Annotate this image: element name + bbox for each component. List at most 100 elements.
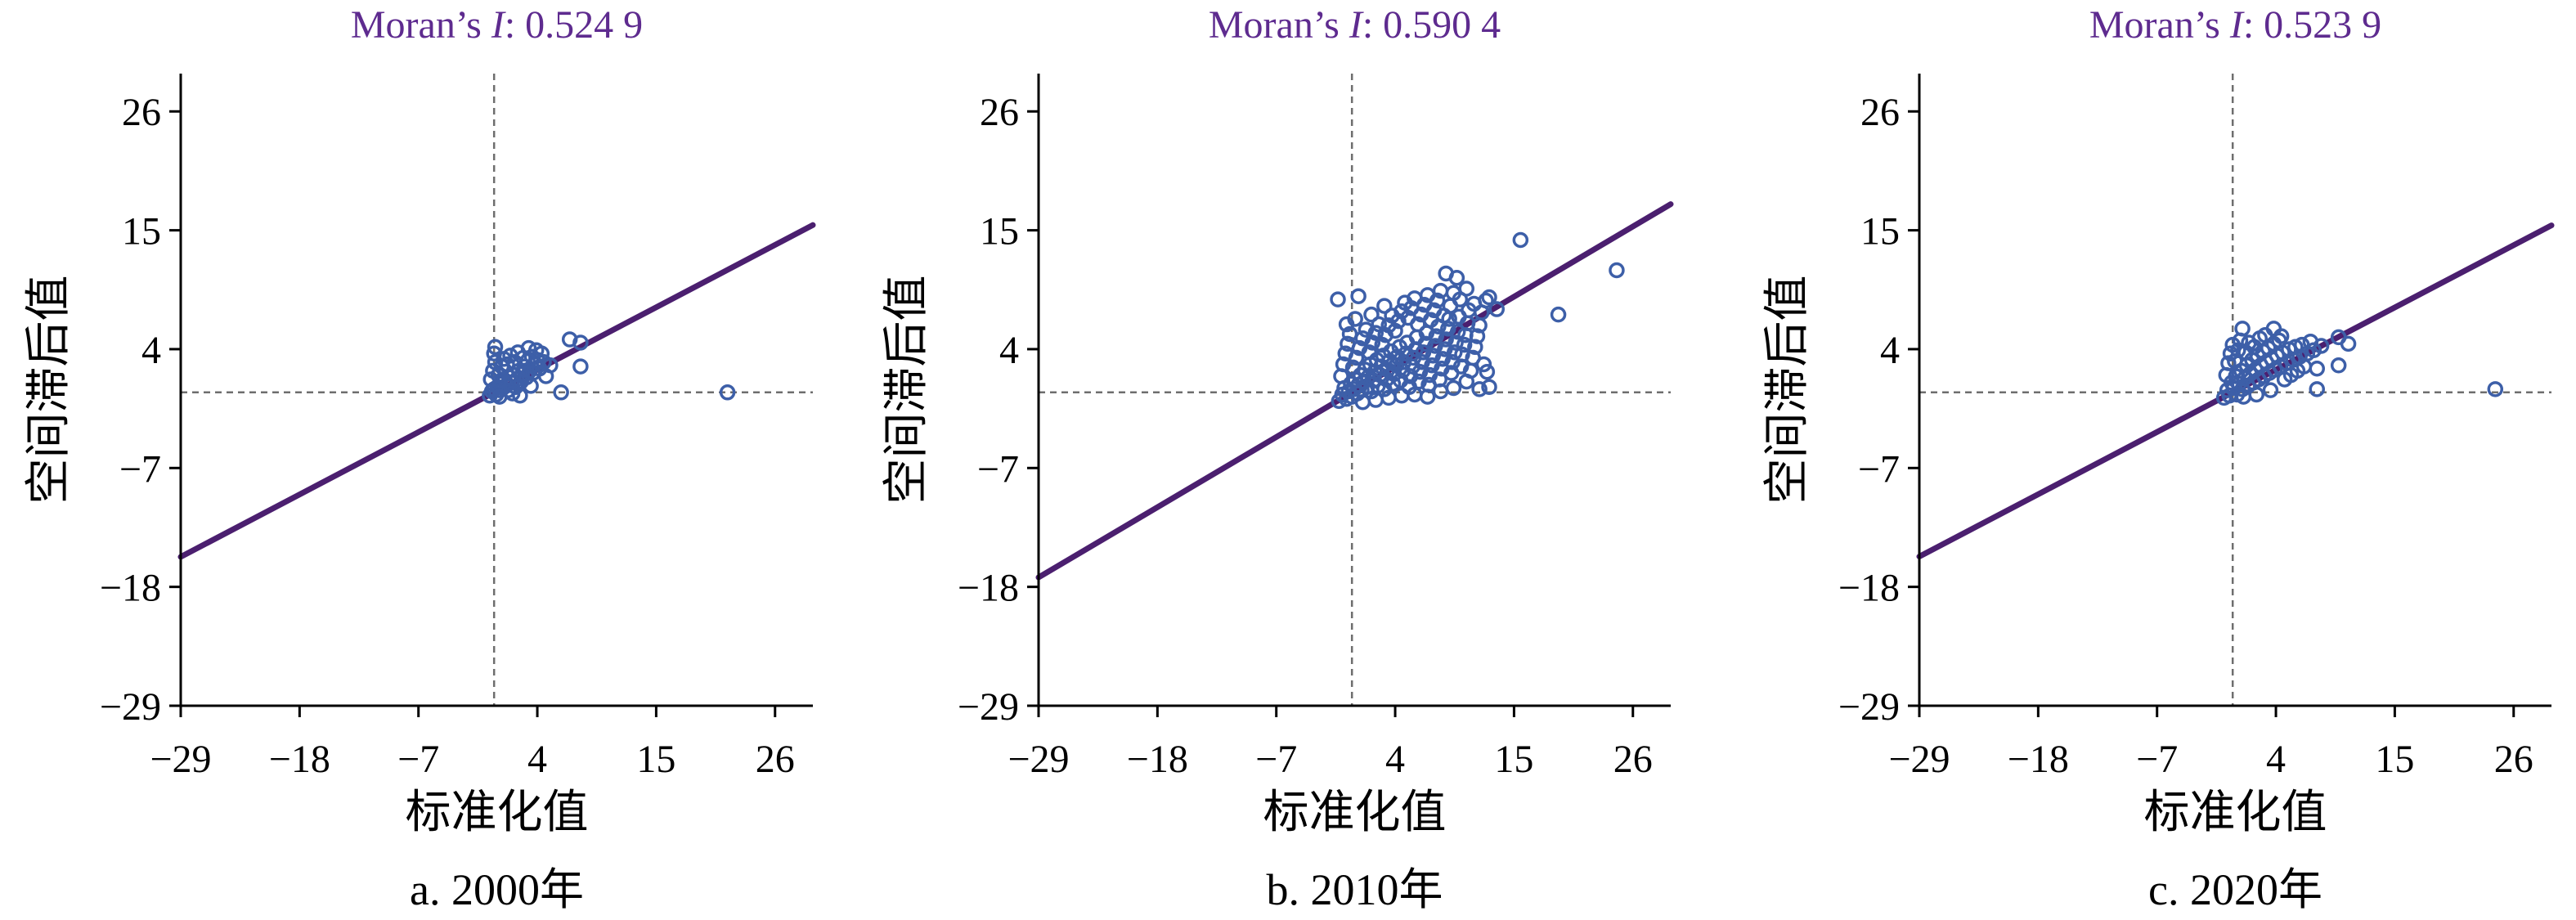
scatter-point: [1363, 306, 1380, 323]
scatter-point: [2330, 357, 2347, 374]
scatter-point: [490, 366, 507, 384]
x-tick-label: 4: [527, 738, 547, 781]
scatter-point: [1469, 328, 1486, 344]
scatter-point: [2487, 381, 2504, 397]
scatter-point: [1364, 334, 1381, 351]
y-tick-label: 15: [122, 210, 161, 254]
scatter-point: [1348, 349, 1365, 366]
scatter-point: [520, 339, 537, 357]
x-tick-label: 15: [1494, 738, 1533, 781]
title-text: : 0.590 4: [1362, 3, 1501, 47]
scatter-point: [1475, 356, 1492, 373]
scatter-points: [1330, 231, 1625, 411]
scatter-point: [1445, 379, 1462, 397]
scatter-point: [1390, 312, 1407, 330]
y-tick-label: 15: [980, 210, 1019, 254]
scatter-point: [1361, 344, 1378, 361]
x-tick-label: −29: [1008, 738, 1069, 781]
title-text: : 0.524 9: [505, 3, 643, 47]
panel-title: Moran’s I: 0.590 4: [1209, 3, 1501, 47]
y-tick-label: −18: [958, 567, 1019, 610]
panel-caption: a. 2000年: [410, 865, 584, 914]
scatter-point: [1481, 379, 1497, 395]
x-tick-label: 26: [2494, 738, 2533, 781]
scatter-point: [504, 385, 521, 402]
scatter-point: [506, 354, 523, 370]
x-tick-label: −7: [397, 738, 439, 781]
panel-title: Moran’s I: 0.523 9: [2089, 3, 2381, 47]
scatter-point: [1449, 324, 1466, 340]
panel-title: Moran’s I: 0.524 9: [351, 3, 643, 47]
scatter-point: [1387, 322, 1403, 339]
y-tick-label: −29: [958, 685, 1019, 729]
y-tick-label: −18: [100, 567, 161, 610]
y-tick-label: 26: [1860, 91, 1900, 134]
scatter-point: [572, 334, 589, 351]
scatter-point: [1438, 331, 1454, 348]
scatter-point: [1428, 328, 1445, 344]
scatter-point: [2340, 335, 2357, 352]
scatter-point: [2248, 386, 2265, 403]
x-tick-label: −29: [1888, 738, 1950, 781]
scatter-point: [1429, 292, 1446, 309]
title-italic-symbol: I: [1349, 3, 1364, 47]
scatter-point: [1358, 321, 1375, 338]
y-tick-label: −29: [1838, 685, 1900, 729]
y-tick-label: 15: [1860, 210, 1900, 254]
scatter-point: [1344, 359, 1362, 376]
y-tick-label: −7: [119, 447, 161, 491]
x-tick-label: −18: [269, 738, 330, 781]
scatter-point: [542, 357, 559, 374]
scatter-point: [2313, 338, 2330, 354]
y-tick-label: −7: [977, 447, 1019, 491]
y-axis-title: 空间滞后值: [1762, 276, 1813, 505]
scatter-points: [482, 331, 736, 405]
x-tick-label: −7: [1255, 738, 1297, 781]
panel-caption: b. 2010年: [1267, 865, 1443, 914]
x-tick-label: 15: [636, 738, 675, 781]
scatter-point: [2273, 328, 2290, 344]
moran-scatter-panel-1: Moran’s I: 0.524 9 −29 −18 −7 4 15 26 −29 −18 −7 4…: [24, 3, 816, 914]
y-tick-label: 4: [999, 329, 1019, 372]
scatter-point: [2309, 360, 2326, 377]
scatter-point: [523, 378, 539, 394]
scatter-point: [2309, 381, 2326, 397]
y-axis-title: 空间滞后值: [24, 276, 74, 505]
y-tick-label: 4: [1880, 329, 1900, 372]
scatter-point: [1419, 388, 1436, 405]
scatter-point: [1347, 311, 1363, 327]
scatter-point: [1481, 289, 1497, 306]
scatter-point: [1415, 344, 1432, 361]
x-axis-title: 标准化值: [2144, 788, 2327, 838]
scatter-point: [1447, 334, 1464, 351]
scatter-point: [2262, 382, 2279, 398]
x-tick-label: −29: [150, 738, 211, 781]
title-text: Moran’s: [351, 3, 491, 47]
scatter-point: [1367, 325, 1384, 341]
scatter-point: [1393, 388, 1410, 404]
scatter-point: [572, 358, 589, 375]
scatter-point: [1446, 344, 1463, 361]
scatter-point: [1471, 381, 1488, 397]
scatter-point: [1444, 354, 1461, 370]
scatter-point: [1550, 306, 1567, 323]
scatter-point: [487, 339, 504, 356]
scatter-point: [2257, 327, 2273, 343]
scatter-point: [1335, 356, 1352, 373]
x-tick-label: 15: [2375, 738, 2414, 781]
moran-scatter-panel-2: Moran’s I: 0.590 4 −29 −18 −7 4 15 26 −29 −18 −7 4…: [882, 3, 1674, 914]
x-tick-label: 4: [1385, 738, 1405, 781]
y-tick-label: −7: [1858, 447, 1900, 491]
scatter-point: [499, 356, 515, 373]
scatter-point: [1609, 262, 1625, 279]
scatter-point: [1330, 291, 1346, 307]
x-tick-label: 26: [756, 738, 795, 781]
y-tick-label: 26: [122, 91, 161, 134]
scatter-point: [1411, 363, 1429, 380]
scatter-point: [1417, 335, 1434, 352]
y-tick-label: −29: [100, 685, 161, 729]
panel-caption: c. 2020年: [2148, 865, 2322, 914]
y-tick-label: 4: [141, 329, 161, 372]
scatter-point: [1479, 363, 1496, 380]
title-text: Moran’s: [2089, 3, 2230, 47]
